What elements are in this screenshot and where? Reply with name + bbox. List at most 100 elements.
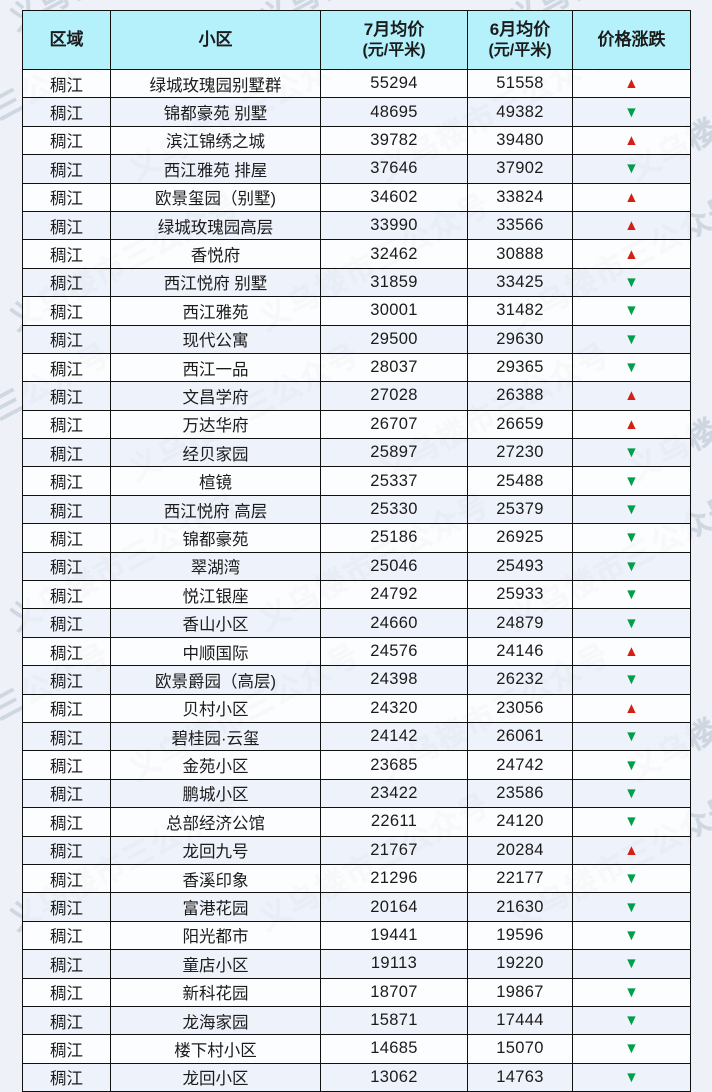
- table-row[interactable]: 稠江 童店小区 19113 19220 ▼: [22, 949, 691, 979]
- cell-estate-name: 西江雅苑 排屋: [110, 154, 321, 184]
- table-row[interactable]: 稠江 龙回小区 13062 14763 ▼: [22, 1062, 691, 1092]
- table-row[interactable]: 稠江 滨江锦绣之城 39782 39480 ▲: [22, 125, 691, 156]
- table-row[interactable]: 稠江 欧景爵园（高层) 24398 26232 ▼: [22, 665, 691, 695]
- table-row[interactable]: 稠江 龙海家园 15871 17444 ▼: [22, 1005, 691, 1036]
- trend-down-icon: ▼: [624, 444, 639, 462]
- table-row[interactable]: 稠江 悦江银座 24792 25933 ▼: [22, 580, 691, 610]
- cell-area: 稠江: [22, 210, 111, 241]
- column-header-june-price-label: 6月均价: [489, 19, 551, 39]
- cell-june-price: 26659: [467, 409, 573, 440]
- table-row[interactable]: 稠江 翠湖湾 25046 25493 ▼: [22, 551, 691, 582]
- table-row[interactable]: 稠江 锦都豪苑 25186 26925 ▼: [22, 523, 691, 553]
- cell-price-trend: ▼: [572, 466, 691, 496]
- table-row[interactable]: 稠江 绿城玫瑰园别墅群 55294 51558 ▲: [22, 68, 691, 99]
- cell-july-price: 22611: [320, 807, 468, 837]
- cell-price-trend: ▲: [572, 239, 691, 269]
- table-row[interactable]: 稠江 现代公寓 29500 29630 ▼: [22, 324, 691, 354]
- cell-estate-name: 欧景爵园（高层): [110, 665, 321, 695]
- table-row[interactable]: 稠江 万达华府 26707 26659 ▲: [22, 409, 691, 440]
- cell-july-price: 24142: [320, 721, 468, 752]
- cell-area: 稠江: [22, 182, 111, 212]
- column-header-june-price-unit: (元/平米): [488, 41, 552, 59]
- cell-estate-name: 富港花园: [110, 892, 321, 922]
- table-row[interactable]: 稠江 金苑小区 23685 24742 ▼: [22, 750, 691, 780]
- column-header-estate-label: 小区: [198, 30, 233, 50]
- cell-area: 稠江: [22, 125, 111, 156]
- cell-estate-name: 龙海家园: [110, 1005, 321, 1036]
- cell-estate-name: 中顺国际: [110, 636, 321, 667]
- cell-estate-name: 龙回九号: [110, 835, 321, 865]
- table-row[interactable]: 稠江 文昌学府 27028 26388 ▲: [22, 381, 691, 411]
- cell-july-price: 34602: [320, 182, 468, 212]
- cell-price-trend: ▲: [572, 835, 691, 865]
- cell-price-trend: ▼: [572, 920, 691, 951]
- cell-area: 稠江: [22, 863, 111, 894]
- cell-area: 稠江: [22, 239, 111, 269]
- cell-july-price: 27028: [320, 381, 468, 411]
- cell-june-price: 30888: [467, 239, 573, 269]
- table-row[interactable]: 稠江 楦镜 25337 25488 ▼: [22, 466, 691, 496]
- table-row[interactable]: 稠江 贝村小区 24320 23056 ▲: [22, 693, 691, 723]
- table-row[interactable]: 稠江 总部经济公馆 22611 24120 ▼: [22, 807, 691, 837]
- table-row[interactable]: 稠江 欧景玺园（别墅) 34602 33824 ▲: [22, 182, 691, 212]
- cell-june-price: 37902: [467, 154, 573, 184]
- table-row[interactable]: 稠江 中顺国际 24576 24146 ▲: [22, 636, 691, 667]
- table-row[interactable]: 稠江 西江雅苑 30001 31482 ▼: [22, 296, 691, 326]
- trend-down-icon: ▼: [624, 1040, 639, 1058]
- cell-july-price: 20164: [320, 892, 468, 922]
- cell-price-trend: ▼: [572, 438, 691, 468]
- table-row[interactable]: 稠江 绿城玫瑰园高层 33990 33566 ▲: [22, 210, 691, 241]
- cell-estate-name: 阳光都市: [110, 920, 321, 951]
- cell-july-price: 24320: [320, 693, 468, 723]
- table-row[interactable]: 稠江 鹏城小区 23422 23586 ▼: [22, 778, 691, 809]
- cell-area: 稠江: [22, 665, 111, 695]
- table-row[interactable]: 稠江 香溪印象 21296 22177 ▼: [22, 863, 691, 894]
- table-row[interactable]: 稠江 西江一品 28037 29365 ▼: [22, 352, 691, 383]
- table-header: 区域 小区 7月均价 (元/平米) 6月均价 (元/平米) 价格涨跌: [22, 10, 691, 70]
- trend-down-icon: ▼: [624, 955, 639, 973]
- trend-up-icon: ▲: [624, 841, 639, 859]
- cell-price-trend: ▲: [572, 381, 691, 411]
- cell-july-price: 25337: [320, 466, 468, 496]
- table-header-row: 区域 小区 7月均价 (元/平米) 6月均价 (元/平米) 价格涨跌: [22, 10, 691, 70]
- table-row[interactable]: 稠江 富港花园 20164 21630 ▼: [22, 892, 691, 922]
- cell-area: 稠江: [22, 778, 111, 809]
- column-header-estate: 小区: [110, 10, 321, 70]
- cell-july-price: 23685: [320, 750, 468, 780]
- column-header-july-price-unit: (元/平米): [362, 41, 426, 59]
- cell-price-trend: ▲: [572, 693, 691, 723]
- cell-area: 稠江: [22, 750, 111, 780]
- cell-estate-name: 金苑小区: [110, 750, 321, 780]
- table-body: 稠江 绿城玫瑰园别墅群 55294 51558 ▲ 稠江 锦都豪苑 别墅 48695 49382…: [22, 68, 691, 1092]
- cell-june-price: 31482: [467, 296, 573, 326]
- cell-july-price: 24660: [320, 608, 468, 638]
- table-row[interactable]: 稠江 西江悦府 别墅 31859 33425 ▼: [22, 267, 691, 298]
- cell-june-price: 24742: [467, 750, 573, 780]
- cell-july-price: 28037: [320, 352, 468, 383]
- table-row[interactable]: 稠江 楼下村小区 14685 15070 ▼: [22, 1034, 691, 1064]
- cell-june-price: 22177: [467, 863, 573, 894]
- cell-estate-name: 童店小区: [110, 949, 321, 979]
- column-header-price-trend: 价格涨跌: [572, 10, 691, 70]
- trend-down-icon: ▼: [624, 557, 639, 575]
- cell-price-trend: ▲: [572, 182, 691, 212]
- table-row[interactable]: 稠江 经贝家园 25897 27230 ▼: [22, 438, 691, 468]
- cell-june-price: 19220: [467, 949, 573, 979]
- cell-july-price: 31859: [320, 267, 468, 298]
- table-row[interactable]: 稠江 香悦府 32462 30888 ▲: [22, 239, 691, 269]
- cell-area: 稠江: [22, 1005, 111, 1036]
- cell-estate-name: 西江悦府 高层: [110, 494, 321, 525]
- table-row[interactable]: 稠江 锦都豪苑 别墅 48695 49382 ▼: [22, 97, 691, 127]
- table-row[interactable]: 稠江 新科花园 18707 19867 ▼: [22, 977, 691, 1007]
- table-row[interactable]: 稠江 香山小区 24660 24879 ▼: [22, 608, 691, 638]
- cell-estate-name: 绿城玫瑰园高层: [110, 210, 321, 241]
- cell-july-price: 37646: [320, 154, 468, 184]
- cell-area: 稠江: [22, 551, 111, 582]
- table-row[interactable]: 稠江 阳光都市 19441 19596 ▼: [22, 920, 691, 951]
- table-row[interactable]: 稠江 碧桂园·云玺 24142 26061 ▼: [22, 721, 691, 752]
- table-row[interactable]: 稠江 西江雅苑 排屋 37646 37902 ▼: [22, 154, 691, 184]
- table-row[interactable]: 稠江 龙回九号 21767 20284 ▲: [22, 835, 691, 865]
- cell-area: 稠江: [22, 949, 111, 979]
- table-row[interactable]: 稠江 西江悦府 高层 25330 25379 ▼: [22, 494, 691, 525]
- cell-july-price: 25186: [320, 523, 468, 553]
